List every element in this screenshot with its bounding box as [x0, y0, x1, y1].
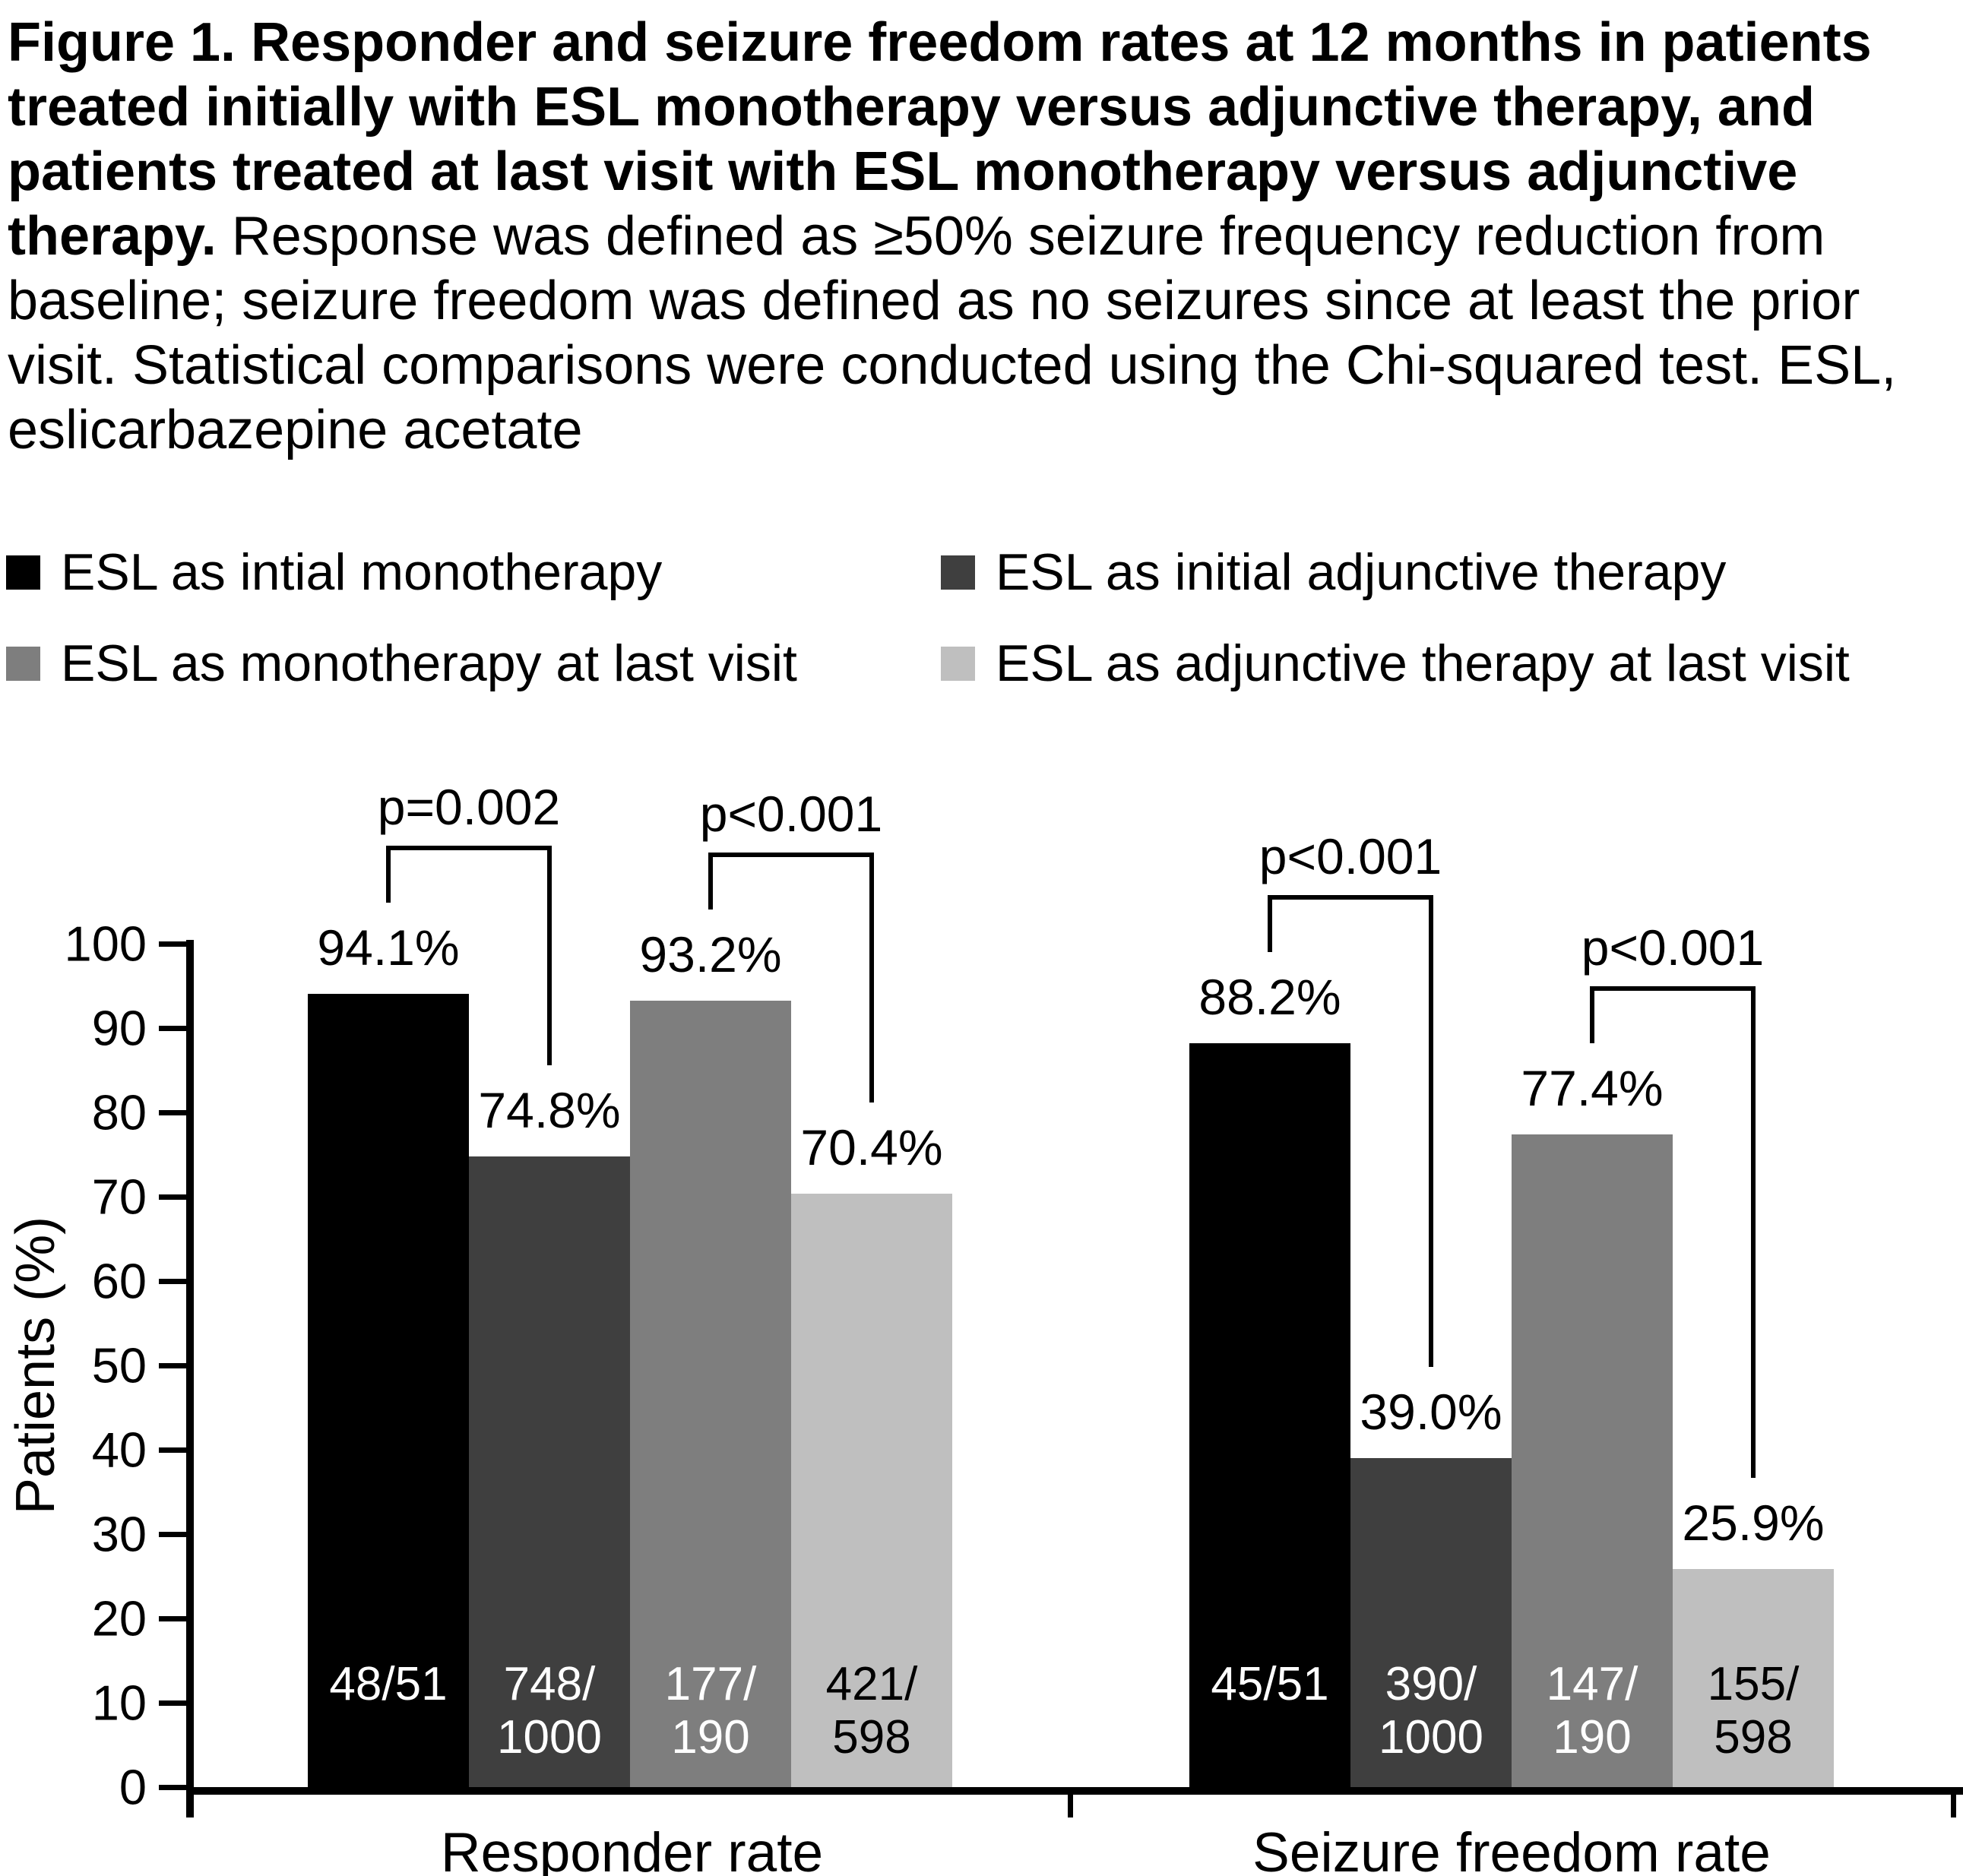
legend: ESL as intial monotherapy ESL as initial …	[6, 543, 1956, 692]
significance-bracket-left	[1590, 985, 1594, 1043]
caption-body: Response was defined as ≥50% seizure fre…	[8, 206, 1897, 460]
y-tick-mark	[159, 1110, 186, 1115]
bar	[1512, 1134, 1673, 1787]
y-tick-mark	[159, 1447, 186, 1453]
significance-bracket-left	[386, 845, 391, 903]
bar	[469, 1156, 630, 1787]
significance-bracket-right	[1429, 894, 1433, 1368]
y-tick-mark	[159, 1616, 186, 1621]
caption-title: Figure 1. Responder and seizure freedom …	[8, 12, 1872, 267]
figure-caption: Figure 1. Responder and seizure freedom …	[8, 11, 1950, 463]
y-tick-mark	[159, 1700, 186, 1706]
bar-count-label: 48/51	[329, 1658, 448, 1710]
significance-bracket-right	[1751, 985, 1756, 1478]
y-axis-title: Patients (%)	[5, 1216, 66, 1515]
bar-count-label: 390/ 1000	[1379, 1658, 1483, 1764]
y-tick-mark	[159, 1532, 186, 1537]
y-tick-mark	[159, 1785, 186, 1790]
bar-count-label: 155/ 598	[1707, 1658, 1800, 1764]
bar-count-label: 748/ 1000	[497, 1658, 602, 1764]
bar-count-label: 45/51	[1211, 1658, 1329, 1710]
legend-item: ESL as initial adjunctive therapy	[941, 543, 1956, 601]
bar	[1189, 1042, 1350, 1787]
bar	[791, 1193, 952, 1787]
y-tick-label: 70	[91, 1169, 147, 1225]
p-value-label: p=0.002	[377, 778, 561, 835]
bar	[1673, 1568, 1834, 1787]
bar-value-label: 74.8%	[478, 1081, 621, 1138]
y-tick-label: 50	[91, 1337, 147, 1394]
y-tick-mark	[159, 1026, 186, 1031]
legend-swatch-icon	[6, 555, 40, 590]
legend-label: ESL as adjunctive therapy at last visit	[996, 634, 1850, 692]
y-tick-mark	[159, 941, 186, 947]
bar-value-label: 70.4%	[800, 1118, 943, 1175]
legend-swatch-icon	[941, 555, 975, 590]
bar	[1350, 1458, 1512, 1787]
significance-bracket-left	[1268, 894, 1272, 952]
y-tick-label: 100	[64, 916, 147, 972]
p-value-label: p<0.001	[699, 786, 883, 843]
bar-value-label: 93.2%	[639, 926, 782, 983]
legend-label: ESL as initial adjunctive therapy	[996, 543, 1727, 601]
y-tick-label: 60	[91, 1253, 147, 1309]
y-tick-label: 40	[91, 1422, 147, 1478]
x-category-label: Responder rate	[440, 1822, 824, 1876]
significance-bracket-top	[386, 845, 552, 850]
bar-count-label: 177/ 190	[664, 1658, 757, 1764]
legend-label: ESL as monotherapy at last visit	[61, 634, 797, 692]
bar-value-label: 88.2%	[1198, 968, 1341, 1025]
legend-swatch-icon	[6, 646, 40, 681]
bar-value-label: 94.1%	[317, 919, 460, 976]
y-tick-mark	[159, 1279, 186, 1284]
x-axis-line	[186, 1787, 1963, 1795]
bar	[308, 993, 469, 1787]
bar-value-label: 39.0%	[1360, 1384, 1502, 1441]
y-tick-label: 0	[119, 1759, 147, 1815]
y-tick-label: 30	[91, 1506, 147, 1562]
y-tick-label: 20	[91, 1590, 147, 1647]
legend-item: ESL as monotherapy at last visit	[6, 634, 941, 692]
legend-swatch-icon	[941, 646, 975, 681]
bar-chart: Patients (%) 0 10 20 30 40 50 60 70 80 90 100 94.1%…	[5, 779, 1963, 1876]
p-value-label: p<0.001	[1581, 919, 1765, 976]
bar	[630, 1001, 791, 1787]
legend-label: ESL as intial monotherapy	[61, 543, 663, 601]
x-category-label: Seizure freedom rate	[1252, 1822, 1771, 1876]
significance-bracket-left	[708, 853, 713, 910]
significance-bracket-right	[547, 845, 552, 1065]
significance-bracket-top	[1590, 985, 1756, 991]
legend-item: ESL as intial monotherapy	[6, 543, 941, 601]
y-tick-mark	[159, 1363, 186, 1368]
x-axis-tick	[1950, 1795, 1956, 1817]
y-tick-mark	[159, 1194, 186, 1200]
significance-bracket-top	[708, 853, 874, 858]
p-value-label: p<0.001	[1259, 827, 1442, 884]
y-tick-label: 10	[91, 1675, 147, 1731]
bar-value-label: 77.4%	[1521, 1059, 1664, 1116]
bar-count-label: 147/ 190	[1546, 1658, 1638, 1764]
significance-bracket-right	[869, 853, 874, 1103]
legend-item: ESL as adjunctive therapy at last visit	[941, 634, 1956, 692]
y-axis-line	[186, 940, 194, 1817]
x-axis-tick	[1067, 1795, 1073, 1817]
y-tick-label: 80	[91, 1084, 147, 1140]
significance-bracket-top	[1268, 894, 1433, 900]
bar-count-label: 421/ 598	[825, 1658, 918, 1764]
bar-value-label: 25.9%	[1682, 1494, 1825, 1551]
y-tick-label: 90	[91, 1000, 147, 1056]
